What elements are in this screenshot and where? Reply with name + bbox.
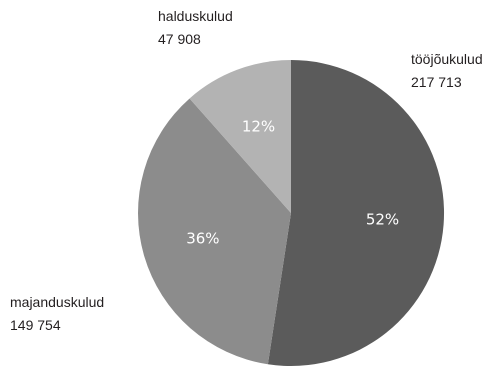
category-value: 217 713: [411, 74, 462, 90]
category-label-halduskulud: halduskulud 47 908: [158, 8, 233, 47]
percent-label-1: 36%: [186, 229, 219, 247]
percent-label-2: 12%: [242, 118, 275, 136]
category-value: 47 908: [158, 31, 201, 47]
pie-slice-2: [189, 60, 291, 213]
category-name: tööjõukulud: [411, 51, 483, 67]
category-label-majanduskulud: majanduskulud 149 754: [10, 294, 104, 333]
pie-slices: [138, 59, 445, 366]
percent-labels: 52% 36% 12%: [186, 118, 399, 248]
pie-slice-1: [138, 98, 291, 365]
category-value: 149 754: [10, 317, 61, 333]
category-name: halduskulud: [158, 8, 233, 24]
pie-slice-0: [267, 59, 445, 366]
category-name: majanduskulud: [10, 294, 104, 310]
percent-label-0: 52%: [366, 211, 399, 229]
category-label-tooeoukulud: tööjõukulud 217 713: [411, 51, 483, 90]
